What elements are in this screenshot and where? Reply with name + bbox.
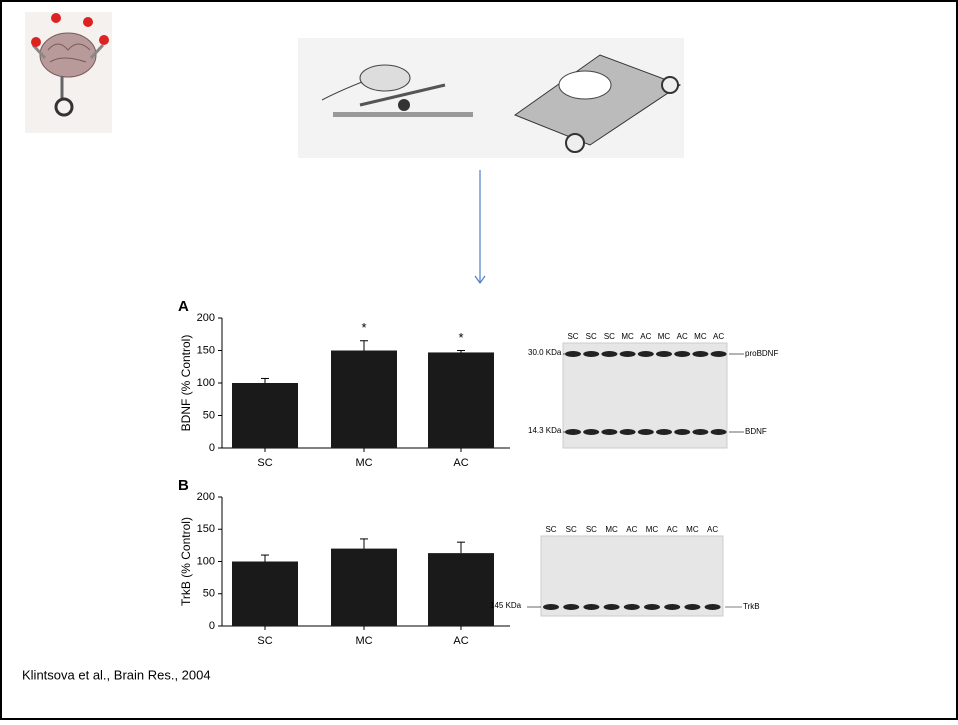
bar bbox=[428, 352, 494, 448]
blot-band bbox=[711, 429, 727, 435]
lane-label: MC bbox=[605, 525, 618, 534]
blot-image bbox=[541, 536, 723, 616]
blot-band bbox=[565, 429, 581, 435]
y-tick-label: 50 bbox=[203, 409, 215, 421]
y-tick-label: 0 bbox=[209, 620, 215, 632]
bar bbox=[331, 351, 397, 449]
significance-mark: * bbox=[458, 330, 463, 345]
blot-band bbox=[624, 604, 640, 610]
lane-label: AC bbox=[707, 525, 718, 534]
brain-illustration bbox=[25, 12, 112, 133]
blot-band bbox=[656, 429, 672, 435]
y-tick-label: 200 bbox=[197, 491, 215, 503]
blot-band bbox=[583, 429, 599, 435]
marker-name: proBDNF bbox=[745, 349, 778, 358]
y-tick-label: 0 bbox=[209, 442, 215, 454]
blot-band bbox=[711, 351, 727, 357]
y-axis-label: TrkB (% Control) bbox=[179, 517, 193, 606]
y-axis-label: BDNF (% Control) bbox=[179, 335, 193, 432]
slide: Klintsova et al., Brain Res., 2004 A BDNF… bbox=[0, 0, 958, 720]
lane-label: SC bbox=[566, 525, 577, 534]
y-tick-label: 150 bbox=[197, 523, 215, 535]
blot-band bbox=[692, 429, 708, 435]
marker-name: BDNF bbox=[745, 427, 767, 436]
blot-band bbox=[563, 604, 579, 610]
marker-weight: 30.0 KDa bbox=[528, 348, 562, 357]
x-tick-label: MC bbox=[355, 457, 372, 469]
y-tick-label: 200 bbox=[197, 312, 215, 324]
citation: Klintsova et al., Brain Res., 2004 bbox=[22, 667, 211, 682]
blot-band bbox=[601, 429, 617, 435]
lane-label: SC bbox=[586, 332, 597, 341]
bar bbox=[232, 562, 298, 627]
lane-label: AC bbox=[640, 332, 651, 341]
blot-band bbox=[620, 429, 636, 435]
x-tick-label: SC bbox=[257, 635, 272, 647]
marker-weight: 14.3 KDa bbox=[528, 426, 562, 435]
blot-band bbox=[674, 351, 690, 357]
lane-label: MC bbox=[658, 332, 671, 341]
marker-weight: 145 KDa bbox=[490, 601, 522, 610]
blot-band bbox=[583, 351, 599, 357]
blot-band bbox=[583, 604, 599, 610]
blot-band bbox=[601, 351, 617, 357]
lane-label: AC bbox=[667, 525, 678, 534]
lane-label: AC bbox=[677, 332, 688, 341]
y-tick-label: 50 bbox=[203, 588, 215, 600]
lane-label: SC bbox=[604, 332, 615, 341]
x-tick-label: AC bbox=[453, 457, 468, 469]
blot-band bbox=[638, 351, 654, 357]
lane-label: SC bbox=[567, 332, 578, 341]
rat-illustration bbox=[298, 38, 684, 158]
blot-band bbox=[644, 604, 660, 610]
blot-band bbox=[656, 351, 672, 357]
x-tick-label: AC bbox=[453, 635, 468, 647]
blot-band bbox=[674, 429, 690, 435]
lane-label: MC bbox=[646, 525, 659, 534]
blot-band bbox=[664, 604, 680, 610]
blot-band bbox=[638, 429, 654, 435]
bar bbox=[232, 383, 298, 448]
y-tick-label: 100 bbox=[197, 555, 215, 567]
y-tick-label: 150 bbox=[197, 344, 215, 356]
lane-label: MC bbox=[694, 332, 707, 341]
x-tick-label: SC bbox=[257, 457, 272, 469]
lane-label: MC bbox=[686, 525, 699, 534]
blot-band bbox=[565, 351, 581, 357]
lane-label: SC bbox=[586, 525, 597, 534]
blot-band bbox=[684, 604, 700, 610]
y-tick-label: 100 bbox=[197, 377, 215, 389]
blot-band bbox=[705, 604, 721, 610]
lane-label: AC bbox=[713, 332, 724, 341]
x-tick-label: MC bbox=[355, 635, 372, 647]
lane-label: SC bbox=[545, 525, 556, 534]
bar bbox=[428, 553, 494, 626]
significance-mark: * bbox=[361, 320, 366, 335]
marker-name: TrkB bbox=[743, 602, 760, 611]
lane-label: MC bbox=[621, 332, 634, 341]
lane-label: AC bbox=[626, 525, 637, 534]
panel-label: A bbox=[178, 298, 189, 315]
bar bbox=[331, 549, 397, 626]
blot-band bbox=[604, 604, 620, 610]
blot-band bbox=[692, 351, 708, 357]
blot-band bbox=[620, 351, 636, 357]
blot-band bbox=[543, 604, 559, 610]
panel-label: B bbox=[178, 477, 189, 494]
